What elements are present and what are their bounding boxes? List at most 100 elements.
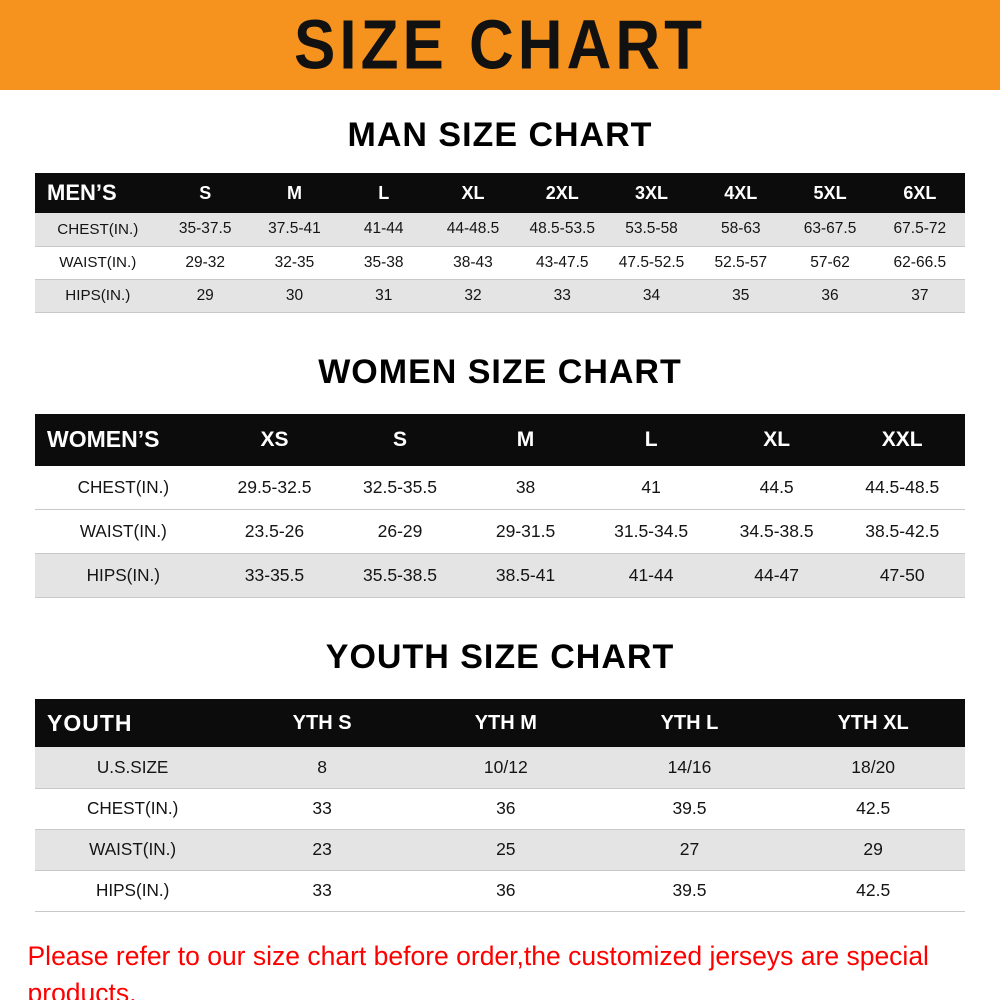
size-cell: 38-43 [428, 246, 518, 280]
size-cell: 38 [462, 465, 589, 510]
size-cell: 52.5-57 [696, 246, 786, 280]
size-cell: 44.5-48.5 [839, 465, 965, 510]
row-label: CHEST(IN.) [35, 213, 161, 247]
size-cell: 53.5-58 [606, 213, 697, 247]
size-column-header: M [462, 413, 589, 466]
size-cell: 43-47.5 [517, 246, 607, 280]
size-cell: 48.5-53.5 [517, 213, 607, 247]
size-cell: 47.5-52.5 [606, 246, 697, 280]
size-cell: 36 [413, 788, 598, 830]
size-cell: 29 [160, 279, 250, 313]
size-column-header: XL [713, 413, 840, 466]
size-column-header: L [588, 413, 714, 466]
size-cell: 35.5-38.5 [337, 553, 463, 598]
youth-hips-row: HIPS(IN.) 33 36 39.5 42.5 [35, 870, 965, 912]
youth-ussize-row: U.S.SIZE 8 10/12 14/16 18/20 [35, 747, 965, 789]
size-cell: 32.5-35.5 [337, 465, 463, 510]
size-cell: 33 [517, 279, 607, 313]
size-column-header: XS [211, 413, 338, 466]
youth-chest-row: CHEST(IN.) 33 36 39.5 42.5 [35, 788, 965, 830]
order-policy-note: Please refer to our size chart before or… [28, 938, 973, 1000]
size-cell: 63-67.5 [785, 213, 875, 247]
size-cell: 29 [781, 829, 965, 871]
row-label: WAIST(IN.) [35, 246, 161, 280]
size-cell: 30 [249, 279, 340, 313]
size-cell: 32 [428, 279, 518, 313]
size-cell: 67.5-72 [874, 213, 965, 247]
size-cell: 35-38 [339, 246, 429, 280]
women-table-corner-label: WOMEN’S [35, 413, 212, 466]
size-cell: 27 [597, 829, 782, 871]
size-column-header: XL [428, 173, 518, 213]
size-column-header: L [339, 173, 429, 213]
women-table-header-row: WOMEN’S XS S M L XL XXL [35, 413, 965, 466]
size-cell: 37 [874, 279, 965, 313]
size-column-header: 5XL [785, 173, 875, 213]
size-cell: 38.5-41 [462, 553, 589, 598]
size-cell: 42.5 [781, 788, 965, 830]
row-label: WAIST(IN.) [35, 509, 212, 554]
size-cell: 14/16 [597, 747, 782, 789]
man-hips-row: HIPS(IN.) 29 30 31 32 33 34 35 36 37 [35, 279, 965, 313]
size-column-header: XXL [839, 413, 965, 466]
youth-waist-row: WAIST(IN.) 23 25 27 29 [35, 829, 965, 871]
size-cell: 31.5-34.5 [588, 509, 714, 554]
women-hips-row: HIPS(IN.) 33-35.5 35.5-38.5 38.5-41 41-4… [35, 553, 965, 598]
row-label: HIPS(IN.) [35, 553, 212, 598]
size-cell: 34.5-38.5 [713, 509, 840, 554]
row-label: U.S.SIZE [35, 747, 231, 789]
women-section-heading: WOMEN SIZE CHART [318, 352, 682, 391]
man-chest-row: CHEST(IN.) 35-37.5 37.5-41 41-44 44-48.5… [35, 213, 965, 247]
size-cell: 44.5 [713, 465, 840, 510]
size-cell: 26-29 [337, 509, 463, 554]
size-column-header: 3XL [606, 173, 697, 213]
size-cell: 41 [588, 465, 714, 510]
size-cell: 47-50 [839, 553, 965, 598]
man-table-header-row: MEN’S S M L XL 2XL 3XL 4XL 5XL 6XL [35, 173, 965, 213]
row-label: CHEST(IN.) [35, 465, 212, 510]
size-column-header: YTH L [597, 699, 782, 747]
man-waist-row: WAIST(IN.) 29-32 32-35 35-38 38-43 43-47… [35, 246, 965, 280]
row-label: CHEST(IN.) [35, 788, 231, 830]
size-cell: 25 [413, 829, 598, 871]
size-cell: 33 [230, 870, 414, 912]
row-label: HIPS(IN.) [35, 279, 161, 313]
order-policy-note-line1: Please refer to our size chart before or… [27, 940, 929, 1000]
size-cell: 29-32 [160, 246, 250, 280]
size-cell: 23 [230, 829, 414, 871]
size-cell: 57-62 [785, 246, 875, 280]
man-table-corner-label: MEN’S [35, 173, 161, 213]
size-cell: 33-35.5 [211, 553, 338, 598]
size-column-header: 2XL [517, 173, 607, 213]
women-size-table: WOMEN’S XS S M L XL XXL CHEST(IN.) 29.5-… [35, 413, 965, 598]
size-cell: 36 [785, 279, 875, 313]
size-cell: 32-35 [249, 246, 340, 280]
size-cell: 18/20 [781, 747, 965, 789]
size-cell: 29-31.5 [462, 509, 589, 554]
size-column-header: S [337, 413, 463, 466]
size-cell: 33 [230, 788, 414, 830]
youth-section-heading: YOUTH SIZE CHART [325, 638, 675, 676]
size-column-header: M [249, 173, 340, 213]
size-cell: 35 [696, 279, 786, 313]
size-cell: 29.5-32.5 [211, 465, 338, 510]
size-column-header: S [160, 173, 250, 213]
size-cell: 39.5 [597, 788, 782, 830]
size-cell: 37.5-41 [249, 213, 340, 247]
size-cell: 23.5-26 [211, 509, 338, 554]
size-cell: 35-37.5 [160, 213, 250, 247]
size-cell: 36 [413, 870, 598, 912]
row-label: WAIST(IN.) [35, 829, 231, 871]
row-label: HIPS(IN.) [35, 870, 231, 912]
size-cell: 41-44 [339, 213, 429, 247]
size-cell: 58-63 [696, 213, 786, 247]
size-cell: 41-44 [588, 553, 714, 598]
youth-table-header-row: YOUTH YTH S YTH M YTH L YTH XL [35, 699, 965, 747]
size-cell: 34 [606, 279, 697, 313]
size-cell: 62-66.5 [874, 246, 965, 280]
man-section-heading: MAN SIZE CHART [347, 116, 653, 154]
women-chest-row: CHEST(IN.) 29.5-32.5 32.5-35.5 38 41 44.… [35, 465, 965, 510]
size-cell: 38.5-42.5 [839, 509, 965, 554]
size-cell: 44-48.5 [428, 213, 518, 247]
